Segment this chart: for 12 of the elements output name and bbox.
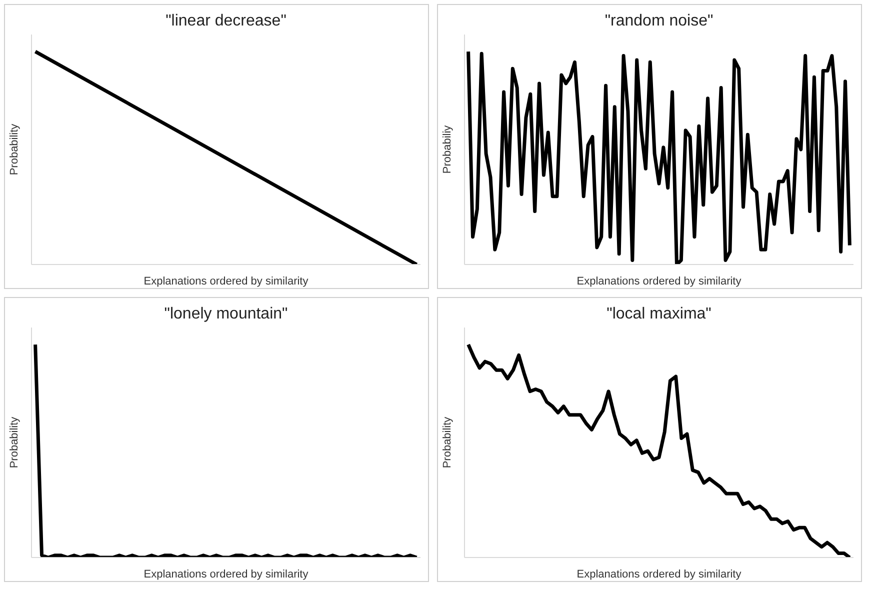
y-axis-title: Probability (8, 123, 20, 176)
y-axis-title: Probability (8, 416, 20, 468)
x-axis-title: Explanations ordered by similarity (144, 276, 309, 288)
chart-title: "linear decrease" (166, 12, 286, 30)
chart-title: "lonely mountain" (164, 306, 288, 322)
x-axis-title: Explanations ordered by similarity (144, 568, 309, 580)
y-axis-title: Probabiliy (442, 124, 454, 174)
chart-title: "random noise" (604, 12, 714, 30)
x-axis-title: Explanations ordered by similarity (576, 568, 742, 580)
chart-title: "local maxima" (606, 306, 712, 322)
y-axis-title: Probability (442, 416, 454, 468)
x-axis-title: Explanations ordered by similarity (576, 276, 742, 288)
